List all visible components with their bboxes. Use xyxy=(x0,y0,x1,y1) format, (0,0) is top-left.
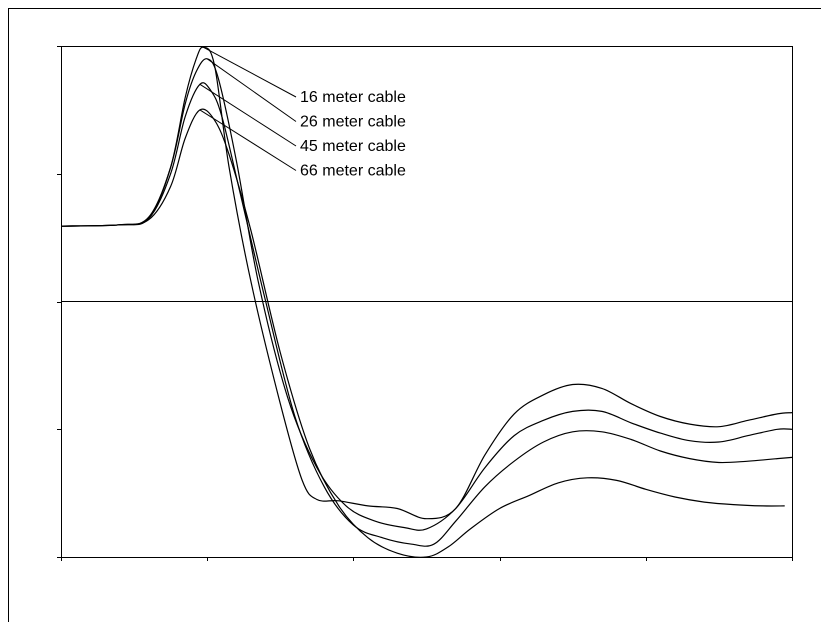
series-line-26m xyxy=(60,58,793,531)
legend-label-45m: 45 meter cable xyxy=(300,138,406,155)
series-line-45m xyxy=(60,82,793,547)
leader-line-66m xyxy=(199,109,297,171)
leader-line-16m xyxy=(203,46,297,98)
series-line-66m xyxy=(60,108,785,558)
legend-labels: 16 meter cable 26 meter cable 45 meter cab… xyxy=(199,46,406,180)
y-axis-ticks xyxy=(57,46,61,558)
leader-line-45m xyxy=(199,83,297,147)
series-line-16m xyxy=(60,46,793,520)
legend-label-16m: 16 meter cable xyxy=(300,89,406,106)
legend-label-26m: 26 meter cable xyxy=(300,114,406,131)
x-axis-ticks xyxy=(61,557,793,561)
leader-line-26m xyxy=(206,58,297,122)
legend-label-66m: 66 meter cable xyxy=(300,163,406,180)
series-layer xyxy=(60,46,793,558)
